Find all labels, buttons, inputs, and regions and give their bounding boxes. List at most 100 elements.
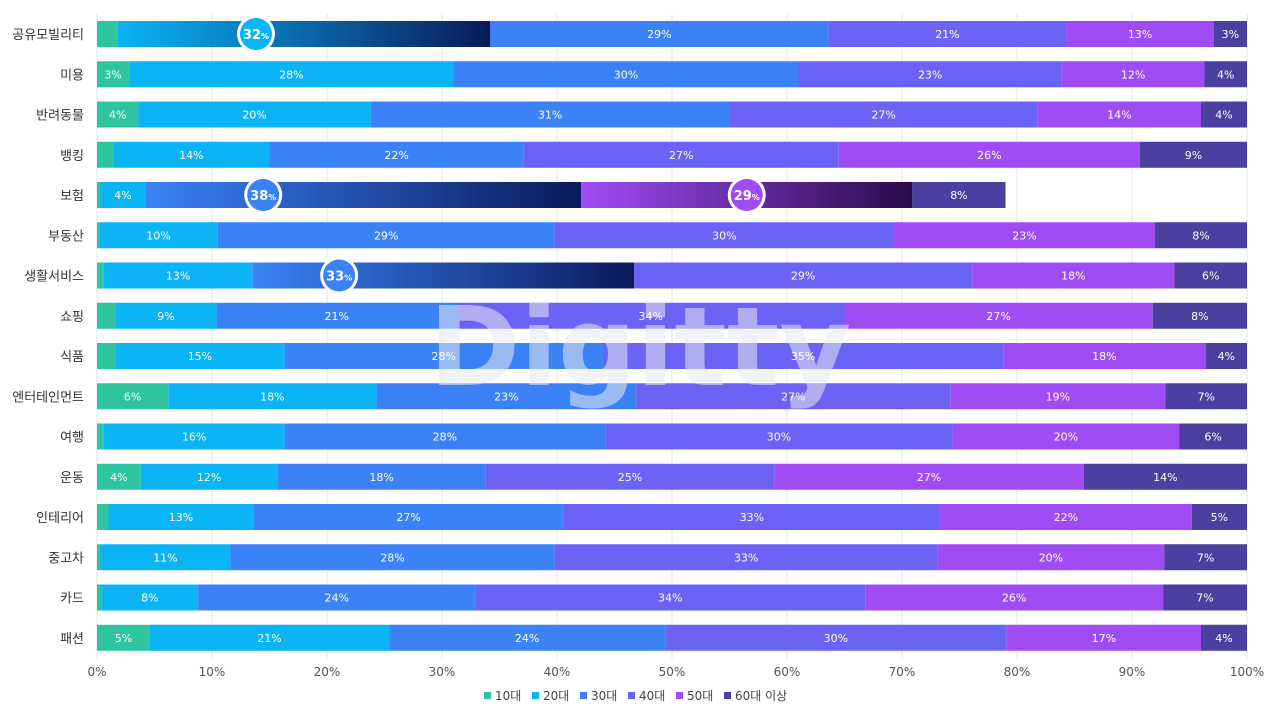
bar-segment [865, 584, 1164, 611]
bar-segment [97, 343, 116, 369]
category-label: 카드 [60, 592, 84, 607]
bar-segment [230, 544, 555, 571]
bar-segment [99, 222, 218, 249]
bar-segment [1164, 544, 1247, 571]
bar-segment [1204, 61, 1247, 88]
legend-swatch [532, 692, 539, 699]
category-label: 쇼핑 [60, 310, 84, 325]
x-tick-label: 100% [1230, 665, 1264, 679]
bar-segment [100, 544, 231, 571]
segment-label: 4% [1217, 68, 1234, 81]
highlight-badge-fill [240, 18, 272, 50]
segment-label: 29% [647, 28, 671, 41]
bar-segment [370, 101, 730, 128]
segment-label: 29% [374, 229, 398, 242]
segment-label: 23% [918, 68, 942, 81]
legend-swatch [484, 692, 491, 699]
segment-label: 8% [1192, 229, 1209, 242]
bar-segment [140, 463, 278, 490]
bar-segment [115, 302, 217, 329]
highlight-badge: 29% [727, 176, 766, 214]
category-label: 부동산 [48, 229, 84, 244]
highlight-badges: 32% 38% 29% 33% [237, 15, 766, 295]
legend-swatch [628, 692, 635, 699]
bar-segment [1163, 584, 1247, 611]
segment-label: 5% [115, 632, 132, 645]
bar-segment [603, 343, 1004, 369]
highlight-badge: 33% [320, 256, 359, 295]
bar-segment [844, 302, 1153, 329]
legend-item: 30대 [580, 689, 617, 703]
segment-label: 13% [166, 270, 190, 283]
bar-segment [97, 624, 150, 651]
bar-segment [1179, 423, 1247, 450]
segment-label: 14% [179, 149, 203, 162]
category-label: 생활서비스 [24, 270, 84, 285]
bar-segment [523, 141, 839, 168]
bar-segment [216, 302, 457, 329]
bar-segment [636, 383, 951, 410]
bar-segment [828, 21, 1067, 47]
segment-label: 4% [109, 109, 126, 122]
legend-label: 30대 [591, 689, 617, 703]
bar-segment [937, 544, 1165, 571]
legend-label: 50대 [687, 689, 713, 703]
x-axis-ticks: 0% 10% 20% 30% 40% 50% 60% 70% 80% 90% 100% [87, 665, 1264, 679]
bar-segment [101, 584, 199, 611]
highlight-badge: 38% [244, 176, 283, 214]
bar-segment [145, 182, 582, 208]
segment-label: 23% [494, 390, 518, 403]
segment-label: 21% [257, 632, 281, 645]
segment-label: 28% [431, 350, 455, 363]
legend-item: 60대 이상 [724, 689, 787, 703]
segment-label: 13% [1128, 28, 1152, 41]
highlight-badge: 32% [237, 15, 275, 53]
segment-label: 33% [734, 551, 758, 564]
segment-label: 28% [433, 431, 457, 444]
segment-label: 15% [188, 350, 212, 363]
segment-label: 8% [141, 592, 158, 605]
segment-label: 7% [1197, 390, 1214, 403]
highlight-badge-label: 29% [734, 189, 760, 204]
bar-segment [972, 262, 1175, 289]
bar-segment [1201, 101, 1247, 128]
segment-label: 10% [146, 229, 170, 242]
bar-segment [97, 504, 109, 530]
bar-segment [108, 504, 254, 530]
segment-label: 7% [1196, 592, 1213, 605]
x-tick-label: 80% [1004, 665, 1031, 679]
segment-label: 23% [1012, 229, 1036, 242]
bar-segment [97, 21, 118, 47]
category-label: 여행 [60, 430, 84, 446]
bar-segment [97, 383, 169, 410]
segment-label: 35% [791, 350, 815, 363]
bars [97, 21, 1247, 651]
bar-segment [97, 101, 139, 128]
bar-segment [129, 61, 454, 88]
segment-label: 12% [197, 471, 221, 484]
bar-segment [284, 343, 603, 369]
segment-label: 31% [538, 109, 562, 122]
segment-label: 27% [917, 471, 941, 484]
bar-segment [453, 61, 799, 88]
segment-label: 18% [1061, 270, 1085, 283]
bar-segment [950, 383, 1166, 410]
x-tick-label: 10% [199, 665, 226, 679]
bar-segment [376, 383, 637, 410]
segment-label: 14% [1153, 471, 1177, 484]
bar-segment [1140, 141, 1247, 168]
legend-label: 40대 [639, 689, 665, 703]
bar-segment [912, 182, 1006, 208]
category-label: 반려동물 [36, 109, 84, 124]
segment-label: 7% [1197, 551, 1214, 564]
bar-segment [103, 262, 253, 289]
category-label: 보험 [60, 189, 84, 204]
bar-segment [1006, 624, 1201, 651]
segment-label: 28% [279, 68, 303, 81]
segment-label: 34% [638, 310, 662, 323]
bar-segment [284, 423, 606, 450]
segment-label: 28% [380, 551, 404, 564]
segment-label: 8% [1191, 310, 1208, 323]
bar-segment [893, 222, 1155, 249]
segment-label: 22% [384, 149, 408, 162]
